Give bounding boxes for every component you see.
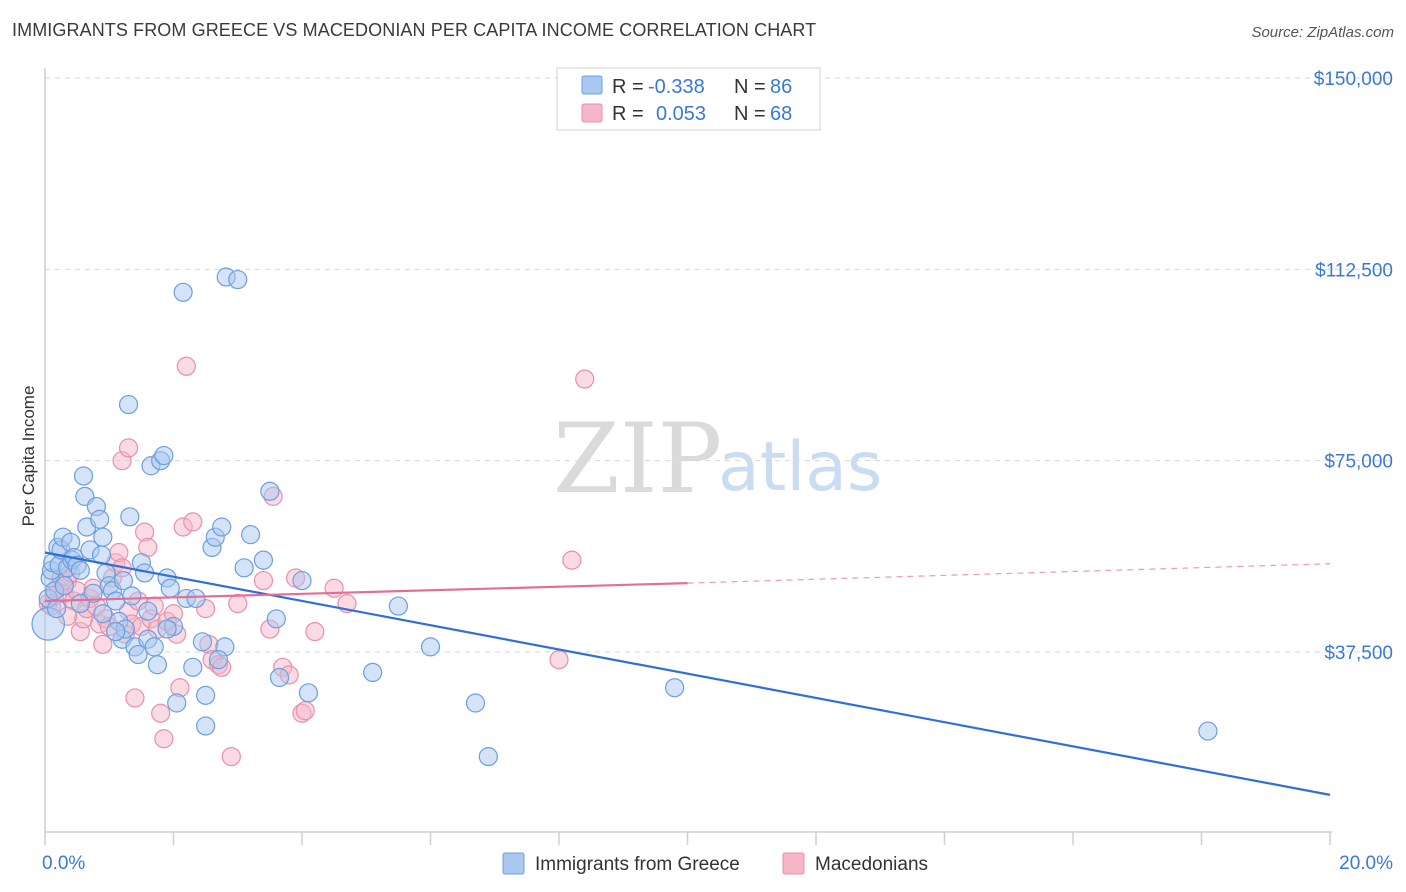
point-macedonians: [228, 593, 248, 614]
point-macedonians: [176, 356, 196, 376]
x-ticks: [44, 832, 1331, 845]
point-macedonians: [562, 550, 582, 570]
trend-line-greece: [44, 551, 1331, 796]
point-greece: [420, 637, 441, 657]
x-tick-label-min: 0.0%: [42, 853, 85, 874]
legend-r-value-pink: 0.053: [656, 103, 706, 125]
point-greece: [186, 588, 206, 609]
y-tick-labels: $37,500 $75,000 $112,500 $150,000: [1314, 69, 1393, 664]
legend-r-value-blue: -0.338: [648, 76, 705, 98]
series-greece-points: [31, 267, 1218, 767]
grid: [45, 77, 1395, 653]
legend-n-value-pink: 68: [770, 103, 792, 125]
point-greece: [266, 609, 286, 629]
point-macedonians: [549, 650, 569, 670]
point-greece: [157, 619, 177, 639]
point-greece: [106, 621, 126, 642]
source-credit: Source: ZipAtlas.com: [1251, 24, 1394, 41]
point-greece: [70, 560, 90, 580]
point-macedonians: [305, 621, 325, 642]
point-macedonians: [575, 369, 595, 389]
point-greece: [70, 593, 90, 614]
point-greece: [173, 282, 193, 302]
point-greece: [93, 604, 113, 624]
trend-line-macedonians-extrapolated: [687, 563, 1331, 584]
point-greece: [122, 586, 142, 606]
point-macedonians: [118, 438, 139, 458]
point-greece: [183, 657, 203, 677]
legend-n-value-blue: 86: [770, 76, 792, 98]
x-tick-label-max: 20.0%: [1339, 853, 1393, 874]
series-macedonians-points: [38, 356, 595, 767]
chart-title: IMMIGRANTS FROM GREECE VS MACEDONIAN PER…: [12, 20, 817, 40]
y-tick-label: $37,500: [1324, 643, 1393, 664]
series-legend-label-greece: Immigrants from Greece: [535, 854, 740, 875]
point-greece: [478, 746, 498, 767]
point-greece: [228, 269, 248, 290]
point-greece: [90, 509, 110, 529]
point-macedonians: [154, 729, 174, 749]
point-macedonians: [295, 701, 315, 721]
point-greece: [292, 570, 312, 591]
legend-n-label-blue: N =: [734, 76, 766, 98]
point-greece: [192, 632, 213, 652]
y-tick-label: $75,000: [1324, 452, 1393, 473]
point-greece: [388, 596, 408, 616]
stats-legend: R = -0.338 N = 86 R = 0.053 N = 68: [556, 67, 821, 131]
series-legend-swatch-greece: [502, 852, 525, 875]
point-greece: [260, 481, 280, 501]
legend-swatch-blue: [581, 75, 603, 95]
trend-line-macedonians: [44, 582, 688, 603]
point-greece: [212, 517, 232, 537]
point-greece: [147, 655, 168, 675]
point-greece: [234, 558, 254, 578]
point-greece: [167, 693, 187, 713]
point-macedonians: [253, 570, 274, 591]
point-greece: [241, 525, 261, 545]
legend-swatch-pink: [581, 103, 603, 123]
point-macedonians: [151, 703, 171, 723]
point-greece: [665, 678, 685, 698]
point-greece: [93, 527, 113, 547]
point-greece: [113, 570, 133, 591]
y-tick-label: $112,500: [1315, 260, 1393, 281]
point-macedonians: [93, 634, 113, 654]
point-greece: [363, 662, 383, 683]
series-legend-swatch-macedonians: [782, 852, 805, 875]
point-greece: [46, 599, 67, 619]
point-greece: [208, 650, 229, 670]
y-axis-label: Per Capita Income: [19, 386, 38, 527]
series-legend-label-macedonians: Macedonians: [815, 854, 928, 875]
trend-lines: [44, 551, 1331, 796]
point-macedonians: [324, 578, 344, 598]
series-legend: Immigrants from Greece Macedonians: [502, 852, 928, 875]
legend-n-label-pink: N =: [734, 103, 766, 125]
legend-r-label-blue: R =: [612, 76, 644, 98]
watermark-zip: ZIP: [553, 403, 722, 515]
point-greece: [269, 667, 290, 688]
point-greece: [118, 394, 139, 415]
legend-r-label-pink: R =: [612, 103, 644, 125]
point-greece: [138, 601, 158, 621]
watermark-atlas: atlas: [718, 428, 882, 507]
point-greece: [1198, 721, 1218, 741]
point-greece: [73, 466, 94, 486]
point-greece: [144, 637, 164, 657]
point-macedonians: [125, 688, 145, 708]
point-greece: [196, 716, 216, 736]
point-greece: [298, 683, 319, 703]
point-greece: [83, 583, 103, 603]
point-greece: [54, 576, 74, 596]
point-greece: [253, 550, 274, 570]
point-greece: [154, 445, 174, 466]
point-greece: [196, 685, 216, 705]
y-tick-label: $150,000: [1314, 69, 1393, 90]
point-greece: [465, 693, 486, 713]
point-greece: [120, 507, 140, 527]
point-macedonians: [183, 512, 203, 532]
point-greece: [160, 578, 180, 598]
point-greece: [128, 644, 148, 665]
point-macedonians: [221, 746, 241, 767]
